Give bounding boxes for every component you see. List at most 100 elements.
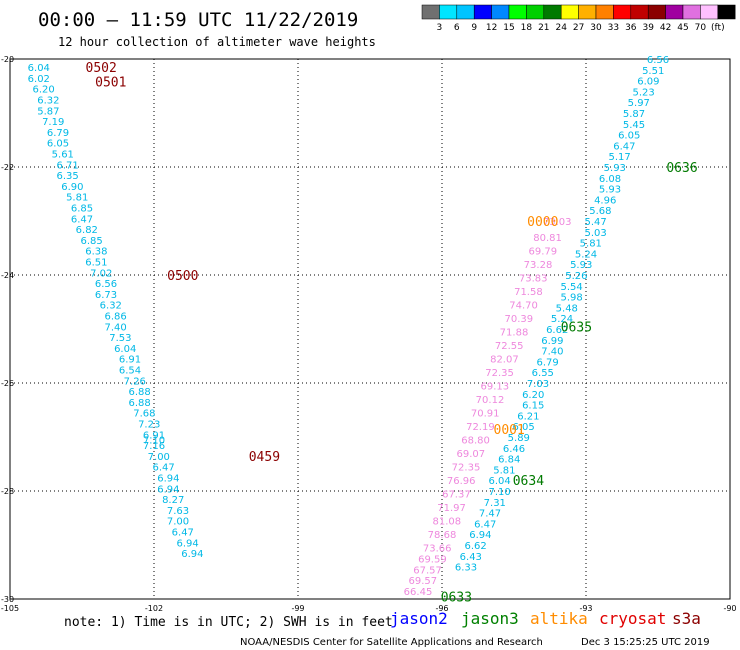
- wave-height-label: 68.80: [461, 436, 490, 447]
- scale-label: 70: [695, 23, 707, 33]
- wave-height-label: 6.88: [128, 398, 150, 409]
- wave-height-label: 7.68: [133, 409, 155, 420]
- wave-height-label: 4.96: [594, 195, 616, 206]
- x-tick-label: -93: [579, 604, 592, 613]
- scale-swatch: [491, 4, 510, 20]
- scale-label: 9: [471, 23, 477, 33]
- x-tick-label: -105: [1, 604, 19, 613]
- legend-entry-cryosat: cryosat: [599, 609, 666, 628]
- wave-height-label: 6.85: [71, 204, 93, 215]
- wave-height-label: 5.47: [584, 217, 606, 228]
- scale-label: 36: [625, 23, 637, 33]
- scale-swatch: [421, 4, 440, 20]
- wave-height-label: 6.09: [637, 77, 659, 88]
- wave-height-label: 5.81: [493, 465, 515, 476]
- x-tick-label: -90: [723, 604, 736, 613]
- wave-height-label: 5.89: [508, 433, 530, 444]
- wave-height-label: 7.00: [167, 517, 189, 528]
- wave-height-label: 5.26: [565, 271, 587, 282]
- wave-height-label: 70.39: [504, 314, 533, 325]
- scale-label: 33: [608, 23, 619, 33]
- wave-height-label: 6.04: [488, 476, 510, 487]
- wave-height-label: 5.51: [642, 66, 664, 77]
- wave-height-label: 7.47: [479, 509, 501, 520]
- scale-swatch: [508, 4, 527, 20]
- pass-time-label: 0500: [167, 269, 198, 284]
- wave-height-label: 6.79: [47, 128, 69, 139]
- wave-height-label: 6.02: [28, 74, 50, 85]
- wave-height-label: 69.13: [480, 382, 509, 393]
- y-tick-label: -28: [1, 487, 14, 496]
- wave-height-values: 6.046.026.206.325.877.196.796.055.616.71…: [28, 55, 669, 598]
- wave-height-label: 5.87: [37, 106, 59, 117]
- wave-height-label: 69.79: [528, 247, 557, 258]
- scale-swatch: [473, 4, 492, 20]
- wave-height-label: 5.93: [570, 260, 592, 271]
- wave-height-label: 7.40: [541, 347, 563, 358]
- wave-height-label: 67.37: [442, 490, 471, 501]
- wave-height-label: 6.47: [172, 528, 194, 539]
- wave-height-label: 6.20: [522, 390, 544, 401]
- wave-height-label: 6.08: [599, 174, 621, 185]
- wave-height-label: 5.45: [623, 120, 645, 131]
- wave-height-label: 6.88: [128, 387, 150, 398]
- wave-height-label: 7.00: [148, 452, 170, 463]
- wave-height-label: 5.81: [580, 239, 602, 250]
- wave-height-label: 6.04: [28, 63, 50, 74]
- scale-swatch: [578, 4, 597, 20]
- wave-height-label: 6.20: [32, 85, 54, 96]
- scale-label: 30: [590, 23, 602, 33]
- wave-height-label: 72.35: [452, 463, 481, 474]
- scale-label: 3: [437, 23, 443, 33]
- pass-time-label: 0000: [527, 215, 558, 230]
- wave-height-label: 73.03: [543, 217, 572, 228]
- plot-frame: [9, 58, 731, 600]
- scale-label: (ft): [711, 23, 725, 33]
- wave-height-label: 6.32: [37, 96, 59, 107]
- y-tick-label: -26: [1, 379, 14, 388]
- wave-height-label: 6.94: [469, 530, 491, 541]
- scale-swatch: [613, 4, 632, 20]
- wave-height-label: 6.32: [100, 301, 122, 312]
- wave-height-label: 82.07: [490, 355, 519, 366]
- wave-height-label: 5.24: [575, 249, 597, 260]
- wave-height-label: 6.71: [56, 160, 78, 171]
- wave-height-label: 7.02: [90, 268, 112, 279]
- scale-swatch: [439, 4, 458, 20]
- wave-height-label: 6.86: [104, 312, 126, 323]
- wave-height-label: 5.81: [66, 193, 88, 204]
- axis-tick-labels: -105 -102 -99 -96 -93 -90 -20 -22 -24 -26 -28 -30: [1, 55, 737, 613]
- wave-height-label: 6.47: [613, 141, 635, 152]
- wave-height-label: 7.31: [484, 498, 506, 509]
- wave-height-label: 76.96: [447, 476, 476, 487]
- wave-height-label: 71.88: [500, 328, 529, 339]
- scale-swatch: [717, 4, 736, 20]
- wave-height-color-scale: 3 6 9 12 15 18 21 24 27 30 33 36 39 42 45 70 (ft): [421, 4, 736, 33]
- wave-height-label: 6.91: [143, 430, 165, 441]
- wave-height-label: 71.58: [514, 287, 543, 298]
- wave-height-label: 5.87: [623, 109, 645, 120]
- scale-swatch: [665, 4, 684, 20]
- wave-height-label: 6.43: [460, 552, 482, 563]
- wave-height-label: 80.81: [533, 233, 562, 244]
- scale-swatch: [595, 4, 614, 20]
- wave-height-label: 5.48: [556, 303, 578, 314]
- wave-height-label: 6.62: [464, 541, 486, 552]
- x-tick-label: -99: [291, 604, 304, 613]
- y-tick-label: -20: [1, 55, 14, 64]
- footer-timestamp: Dec 3 15:25:25 UTC 2019: [581, 637, 710, 648]
- wave-height-label: 73.83: [519, 274, 548, 285]
- pass-time-label: 0633: [441, 590, 472, 605]
- wave-height-label: 5.54: [560, 282, 582, 293]
- wave-height-label: 6.46: [503, 444, 525, 455]
- wave-height-label: 6.47: [71, 214, 93, 225]
- scale-label: 18: [521, 23, 533, 33]
- pass-time-label: 0636: [666, 161, 697, 176]
- wave-height-label: 6.79: [536, 357, 558, 368]
- scale-label: 6: [454, 23, 460, 33]
- wave-height-label: 6.90: [61, 182, 83, 193]
- wave-height-label: 5.61: [52, 150, 74, 161]
- wave-height-label: 7.23: [138, 420, 160, 431]
- scale-label: 27: [573, 23, 584, 33]
